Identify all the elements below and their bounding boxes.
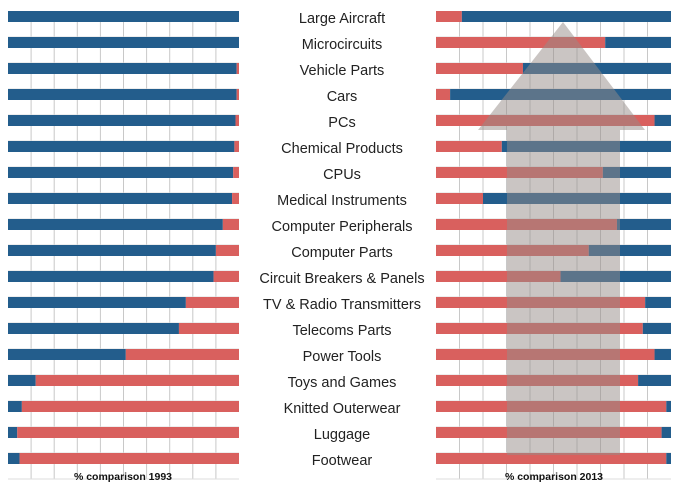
bar-segment <box>8 453 20 464</box>
bar-segment <box>8 219 223 230</box>
chart-1993 <box>8 11 239 480</box>
category-labels: Large Aircraft Microcircuits Vehicle Parts… <box>259 11 424 469</box>
bar-segment <box>8 37 239 48</box>
bar-segment <box>436 63 523 74</box>
bar-segment <box>8 323 179 334</box>
bar-segment <box>233 167 239 178</box>
bar-segment <box>8 141 235 152</box>
bar-segment <box>8 349 126 360</box>
category-label: Cars <box>327 89 358 105</box>
chart-2013 <box>436 11 671 480</box>
bar-segment <box>8 193 233 204</box>
bar-segment <box>19 453 239 464</box>
bar-segment <box>8 167 234 178</box>
bar-segment <box>215 245 239 256</box>
bar-segment <box>8 375 36 386</box>
bar-segment <box>436 453 667 464</box>
bar-segment <box>605 37 671 48</box>
bar-segment <box>8 89 237 100</box>
category-label: Medical Instruments <box>277 193 407 209</box>
category-label: Microcircuits <box>302 37 383 53</box>
category-label: Computer Parts <box>291 245 393 261</box>
bar-segment <box>436 89 451 100</box>
bar-segment <box>654 115 671 126</box>
category-label: Circuit Breakers & Panels <box>259 271 424 287</box>
bar-segment <box>602 167 671 178</box>
bar-segment <box>232 193 239 204</box>
bar-segment <box>17 427 239 438</box>
category-label: Luggage <box>314 427 370 443</box>
bar-segment <box>234 141 239 152</box>
category-label: Telecoms Parts <box>292 323 391 339</box>
bar-segment <box>125 349 239 360</box>
bar-segment <box>666 401 671 412</box>
bar-segment <box>436 271 561 282</box>
bar-segment <box>436 11 462 22</box>
bar-segment <box>436 141 502 152</box>
bar-segment <box>666 453 671 464</box>
bar-segment <box>461 11 671 22</box>
bar-segment <box>645 297 671 308</box>
category-label: Footwear <box>312 453 373 469</box>
category-label: CPUs <box>323 167 361 183</box>
bar-segment <box>8 245 216 256</box>
bar-segment <box>654 349 671 360</box>
category-label: PCs <box>328 115 355 131</box>
bar-segment <box>213 271 239 282</box>
bar-segment <box>436 37 606 48</box>
category-label: Knitted Outerwear <box>284 401 401 417</box>
bar-segment <box>8 271 214 282</box>
category-label: Large Aircraft <box>299 11 385 27</box>
bar-segment <box>35 375 239 386</box>
bar-segment <box>8 115 236 126</box>
bar-segment <box>638 375 671 386</box>
bar-segment <box>642 323 671 334</box>
bar-segment <box>235 115 239 126</box>
bar-segment <box>8 297 186 308</box>
bar-segment <box>661 427 671 438</box>
bar-segment <box>185 297 239 308</box>
bar-segment <box>8 63 237 74</box>
category-label: Chemical Products <box>281 141 403 157</box>
chart-title-1993: % comparison 1993 <box>74 471 172 483</box>
category-label: Vehicle Parts <box>300 63 385 79</box>
chart-title-2013: % comparison 2013 <box>505 471 603 483</box>
bar-segment <box>21 401 239 412</box>
bar-segment <box>436 193 483 204</box>
bar-segment <box>588 245 671 256</box>
up-arrow-annotation <box>478 22 645 455</box>
bar-segment <box>8 401 22 412</box>
bar-segment <box>236 63 239 74</box>
bar-segment <box>8 427 18 438</box>
bar-segment <box>236 89 239 100</box>
category-label: Toys and Games <box>288 375 397 391</box>
bar-segment <box>222 219 239 230</box>
bar-segment <box>616 219 671 230</box>
bar-segment <box>178 323 239 334</box>
category-label: Computer Peripherals <box>271 219 412 235</box>
category-label: Power Tools <box>303 349 382 365</box>
bar-segment <box>8 11 239 22</box>
category-label: TV & Radio Transmitters <box>263 297 421 313</box>
